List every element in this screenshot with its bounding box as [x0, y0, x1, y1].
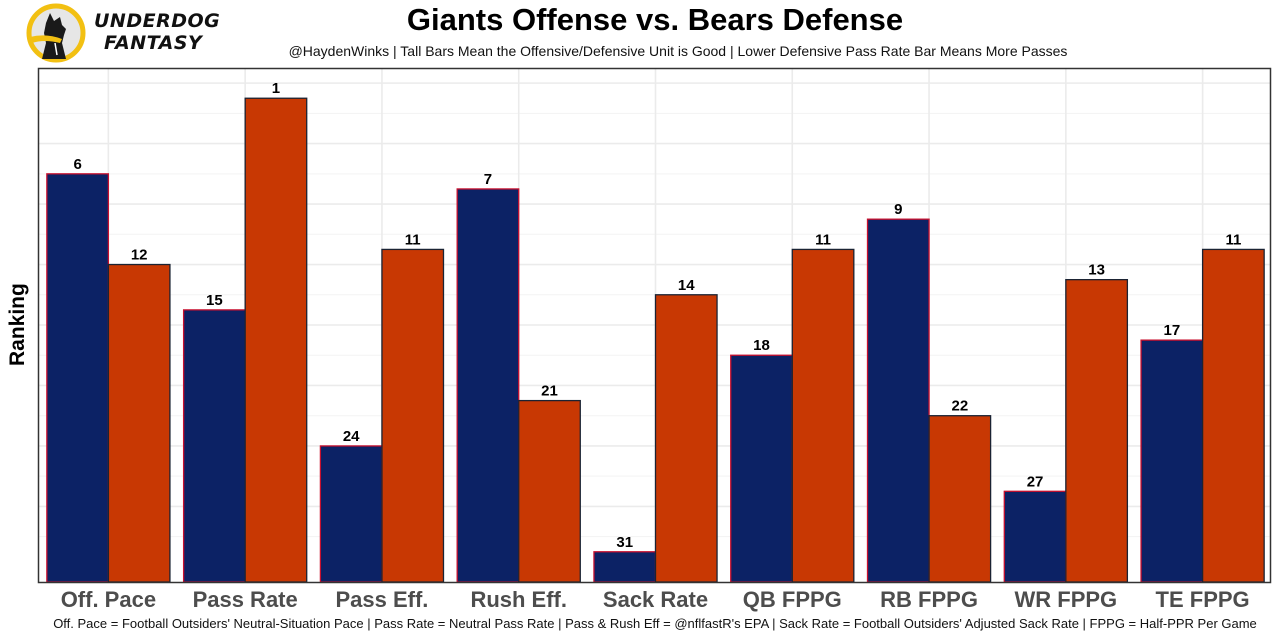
bar-value-label: 31: [616, 534, 633, 551]
bar-giants-offense: [182, 309, 246, 583]
bar-value-label: 11: [815, 231, 831, 248]
brand-wordmark: UNDERDOG FANTASY: [94, 10, 220, 54]
bar-value-label: 12: [131, 247, 148, 264]
bar-giants-offense: [1003, 490, 1067, 583]
bar-value-label: 14: [678, 277, 695, 294]
bar-value-labels: 6 12 15 1 24 11 7 21 31 14 18 11 9 22 27 13 17 11: [73, 80, 1241, 551]
x-tick-label: QB FPPG: [743, 587, 842, 612]
brand-line-2: FANTASY: [104, 32, 203, 54]
bar-bears-defense: [381, 248, 445, 583]
bar-value-label: 17: [1163, 322, 1180, 339]
bar-giants-offense: [866, 218, 930, 583]
bar-value-label: 11: [1225, 231, 1241, 248]
bar-value-label: 13: [1088, 262, 1105, 279]
x-tick-labels: Off. Pace Pass Rate Pass Eff. Rush Eff. Sack…: [61, 587, 1250, 612]
bar-value-label: 6: [73, 156, 81, 173]
bars: [46, 97, 1265, 583]
bar-bears-defense: [518, 399, 581, 583]
bar-value-label: 18: [753, 337, 770, 354]
x-tick-label: RB FPPG: [880, 587, 978, 612]
bar-bears-defense: [654, 294, 718, 583]
bar-value-label: 9: [894, 201, 902, 218]
bar-value-label: 27: [1027, 473, 1044, 490]
bar-bears-defense: [244, 97, 308, 583]
x-tick-label: Sack Rate: [603, 587, 708, 612]
bar-giants-offense: [730, 354, 793, 583]
chart-subtitle: @HaydenWinks | Tall Bars Mean the Offens…: [288, 43, 1068, 59]
bar-bears-defense: [1065, 278, 1129, 583]
x-tick-label: WR FPPG: [1014, 587, 1117, 612]
bar-bears-defense: [1201, 248, 1265, 583]
bar-value-label: 11: [405, 231, 421, 248]
bar-bears-defense: [107, 263, 171, 583]
chart-caption: Off. Pace = Football Outsiders' Neutral-…: [53, 616, 1257, 631]
x-tick-label: Pass Rate: [193, 587, 298, 612]
bar-value-label: 24: [343, 428, 360, 445]
x-tick-label: Off. Pace: [61, 587, 156, 612]
bar-giants-offense: [593, 551, 657, 583]
bar-giants-offense: [456, 188, 520, 583]
bar-bears-defense: [791, 248, 855, 583]
bar-giants-offense: [1140, 339, 1204, 583]
bar-giants-offense: [46, 173, 110, 583]
bar-bears-defense: [928, 415, 992, 583]
x-tick-label: TE FPPG: [1156, 587, 1250, 612]
bar-value-label: 7: [484, 171, 492, 188]
bar-value-label: 21: [541, 383, 558, 400]
brand-line-1: UNDERDOG: [94, 10, 221, 32]
underdog-logo-icon: [26, 3, 86, 63]
plot-panel-border: [37, 67, 1272, 584]
bar-value-label: 1: [272, 80, 280, 97]
x-tick-label: Rush Eff.: [470, 587, 567, 612]
bar-giants-offense: [319, 445, 383, 583]
chart-title: Giants Offense vs. Bears Defense: [406, 2, 904, 37]
x-tick-label: Pass Eff.: [335, 587, 428, 612]
bar-value-label: 22: [951, 398, 968, 415]
bar-value-label: 15: [206, 292, 223, 309]
